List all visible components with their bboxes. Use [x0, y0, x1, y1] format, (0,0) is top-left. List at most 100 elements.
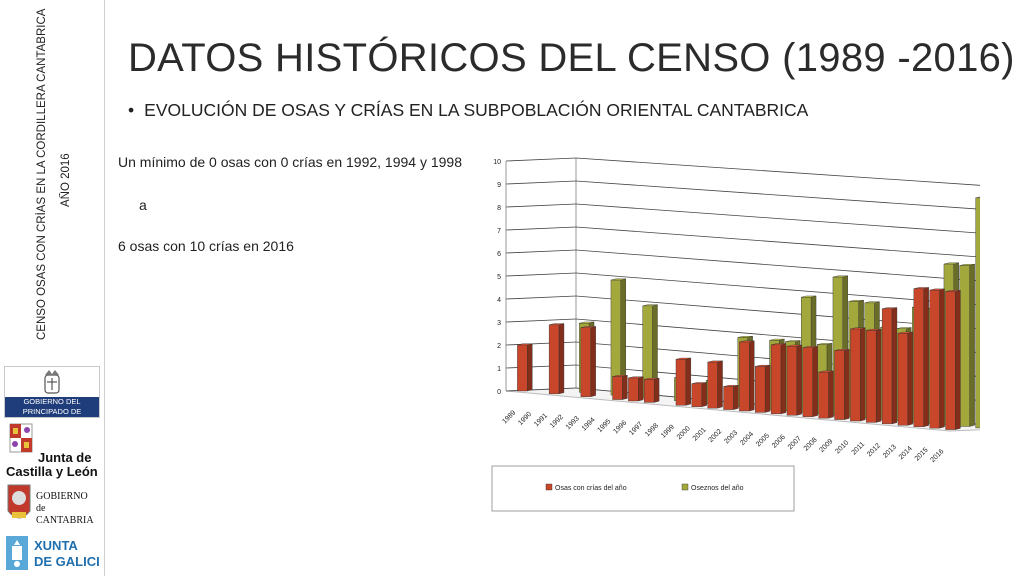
bar-osas-2004-side — [764, 364, 771, 413]
bar-osas-2005-side — [780, 343, 787, 415]
cantabria-shield-icon: GOBIERNO de CANTABRIA — [7, 484, 94, 526]
bar-osas-2001-side — [717, 360, 723, 409]
x-tick-label: 1999 — [660, 424, 676, 440]
galicia-label-line2: DE GALICIA — [34, 554, 100, 569]
bar-osas-1995-side — [622, 375, 628, 400]
legend-swatch-oseznos — [681, 483, 689, 491]
bar-oseznos-2015 — [959, 265, 970, 427]
bar-osas-1991 — [548, 324, 560, 395]
y-tick-label: 9 — [497, 182, 501, 189]
bar-osas-2005 — [770, 344, 782, 415]
gridline-back — [575, 203, 980, 234]
bar-osas-2010 — [850, 328, 861, 422]
bar-osas-1995 — [612, 376, 623, 400]
bar-osas-2004 — [755, 366, 766, 413]
x-tick-label: 2012 — [866, 442, 882, 458]
x-tick-label: 2002 — [708, 428, 724, 444]
slide-title: DATOS HISTÓRICOS DEL CENSO (1989 -2016) — [128, 36, 1015, 80]
legend-label-osas: Osas con crías del año — [555, 485, 627, 492]
bar-osas-2015-side — [939, 288, 945, 429]
gridline-side — [505, 180, 577, 185]
y-tick-label: 10 — [493, 159, 501, 166]
note-maximum: 6 osas con 10 crías en 2016 — [118, 238, 294, 254]
gridline-side — [505, 318, 577, 323]
x-tick-label: 2001 — [692, 427, 708, 443]
gridline-side — [505, 364, 577, 369]
bar-osas-1999-side — [685, 357, 692, 406]
x-tick-label: 2016 — [930, 448, 946, 464]
gridline-back — [575, 226, 980, 258]
vertical-census-title: CENSO OSAS CON CRÍAS EN LA CORDILLERA CA… — [36, 8, 48, 340]
bar-osas-1997 — [644, 379, 655, 403]
bar-osas-2011-side — [875, 328, 882, 423]
x-tick-label: 2005 — [755, 432, 771, 448]
y-tick-label: 6 — [497, 251, 501, 258]
y-tick-label: 8 — [497, 205, 501, 212]
bar-osas-1993 — [580, 327, 591, 397]
gridline-back — [575, 157, 980, 186]
bullet-dot-icon: • — [128, 100, 135, 120]
bar-osas-2008-side — [828, 370, 834, 419]
bar-osas-2009 — [834, 350, 845, 420]
bar-osas-2013 — [897, 333, 909, 426]
bar-osas-2007 — [802, 347, 813, 417]
legend-label-oseznos: Oseznos del año — [691, 485, 744, 492]
x-tick-label: 2006 — [771, 434, 787, 450]
gridline-side — [505, 272, 577, 277]
bar-osas-2013-side — [907, 331, 914, 426]
bar-osas-2012-side — [891, 307, 898, 425]
bar-osas-2003 — [739, 341, 750, 412]
bar-osas-2007-side — [812, 346, 818, 417]
x-tick-label: 2008 — [803, 437, 819, 453]
x-tick-label: 1998 — [644, 422, 660, 438]
bar-osas-2011 — [866, 330, 877, 423]
bar-osas-2008 — [818, 371, 829, 419]
x-tick-label: 1994 — [581, 417, 597, 433]
gridline-side — [505, 203, 577, 208]
asturias-label: GOBIERNO DEL PRINCIPADO DE ASTURIAS — [5, 397, 99, 425]
gridline-side — [505, 226, 577, 231]
x-tick-label: 2013 — [882, 444, 898, 460]
bar-osas-2015 — [929, 289, 940, 429]
bar-osas-2016-side — [955, 290, 961, 430]
gridline-side — [505, 157, 577, 162]
cantabria-label-line2: de — [36, 503, 46, 514]
x-tick-label: 2000 — [676, 425, 692, 441]
x-tick-label: 2004 — [739, 431, 755, 447]
note-connector: a — [139, 197, 147, 213]
x-tick-label: 2011 — [851, 441, 867, 457]
bar-osas-2009-side — [844, 349, 850, 420]
bullet-text: EVOLUCIÓN DE OSAS Y CRÍAS EN LA SUBPOBLA… — [144, 100, 809, 120]
x-tick-label: 1995 — [597, 418, 613, 434]
asturias-label-line1: GOBIERNO DEL — [23, 397, 81, 406]
y-tick-label: 5 — [497, 274, 501, 281]
y-tick-label: 2 — [497, 343, 501, 350]
bar-osas-2002 — [723, 386, 734, 410]
bar-osas-2002-side — [733, 385, 739, 410]
gridline-back — [575, 180, 980, 210]
logo-gobierno-cantabria: GOBIERNO de CANTABRIA — [4, 482, 100, 532]
x-tick-label: 1992 — [549, 414, 565, 430]
galicia-label-line1: XUNTA — [34, 538, 78, 553]
logo-junta-castilla-leon: Junta de Castilla y León — [4, 422, 100, 480]
gridline-back — [575, 249, 980, 282]
cantabria-label-line1: GOBIERNO — [36, 491, 88, 502]
x-tick-label: 1989 — [501, 409, 517, 425]
asturias-label-line2: PRINCIPADO DE ASTURIAS — [22, 406, 82, 426]
gridline-side — [505, 341, 577, 346]
crown-crest-icon — [44, 370, 60, 394]
x-tick-label: 2010 — [834, 439, 850, 455]
bar-osas-1991-side — [558, 323, 565, 395]
y-tick-label: 0 — [497, 389, 501, 396]
bar-osas-2014 — [913, 288, 924, 427]
bar-osas-1999 — [675, 359, 687, 406]
x-tick-label: 1996 — [612, 419, 628, 435]
bar-osas-1989 — [517, 344, 528, 392]
vertical-year: AÑO 2016 — [60, 153, 72, 207]
y-tick-label: 4 — [497, 297, 501, 304]
bar-oseznos-2016 — [975, 197, 980, 429]
bar-oseznos-2015-side — [969, 263, 975, 427]
bar-osas-2003-side — [749, 340, 755, 412]
x-tick-label: 1991 — [533, 412, 549, 428]
note-minimum: Un mínimo de 0 osas con 0 crías en 1992,… — [118, 154, 462, 170]
